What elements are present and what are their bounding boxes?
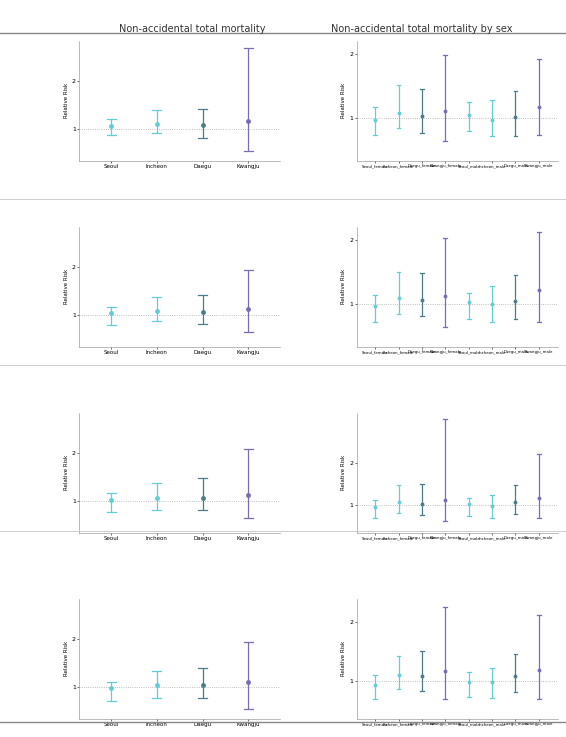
- Y-axis label: Relative Risk: Relative Risk: [64, 269, 69, 304]
- Text: Non-accidental total mortality: Non-accidental total mortality: [119, 24, 265, 35]
- Y-axis label: Relative Risk: Relative Risk: [64, 455, 69, 490]
- Y-axis label: Relative Risk: Relative Risk: [64, 83, 69, 118]
- Y-axis label: Relative Risk: Relative Risk: [341, 641, 346, 676]
- Y-axis label: Relative Risk: Relative Risk: [341, 269, 346, 304]
- Y-axis label: Relative Risk: Relative Risk: [341, 83, 346, 118]
- Text: Non-accidental total mortality by sex: Non-accidental total mortality by sex: [331, 24, 512, 35]
- Y-axis label: Relative Risk: Relative Risk: [64, 641, 69, 676]
- Y-axis label: Relative Risk: Relative Risk: [341, 455, 346, 490]
